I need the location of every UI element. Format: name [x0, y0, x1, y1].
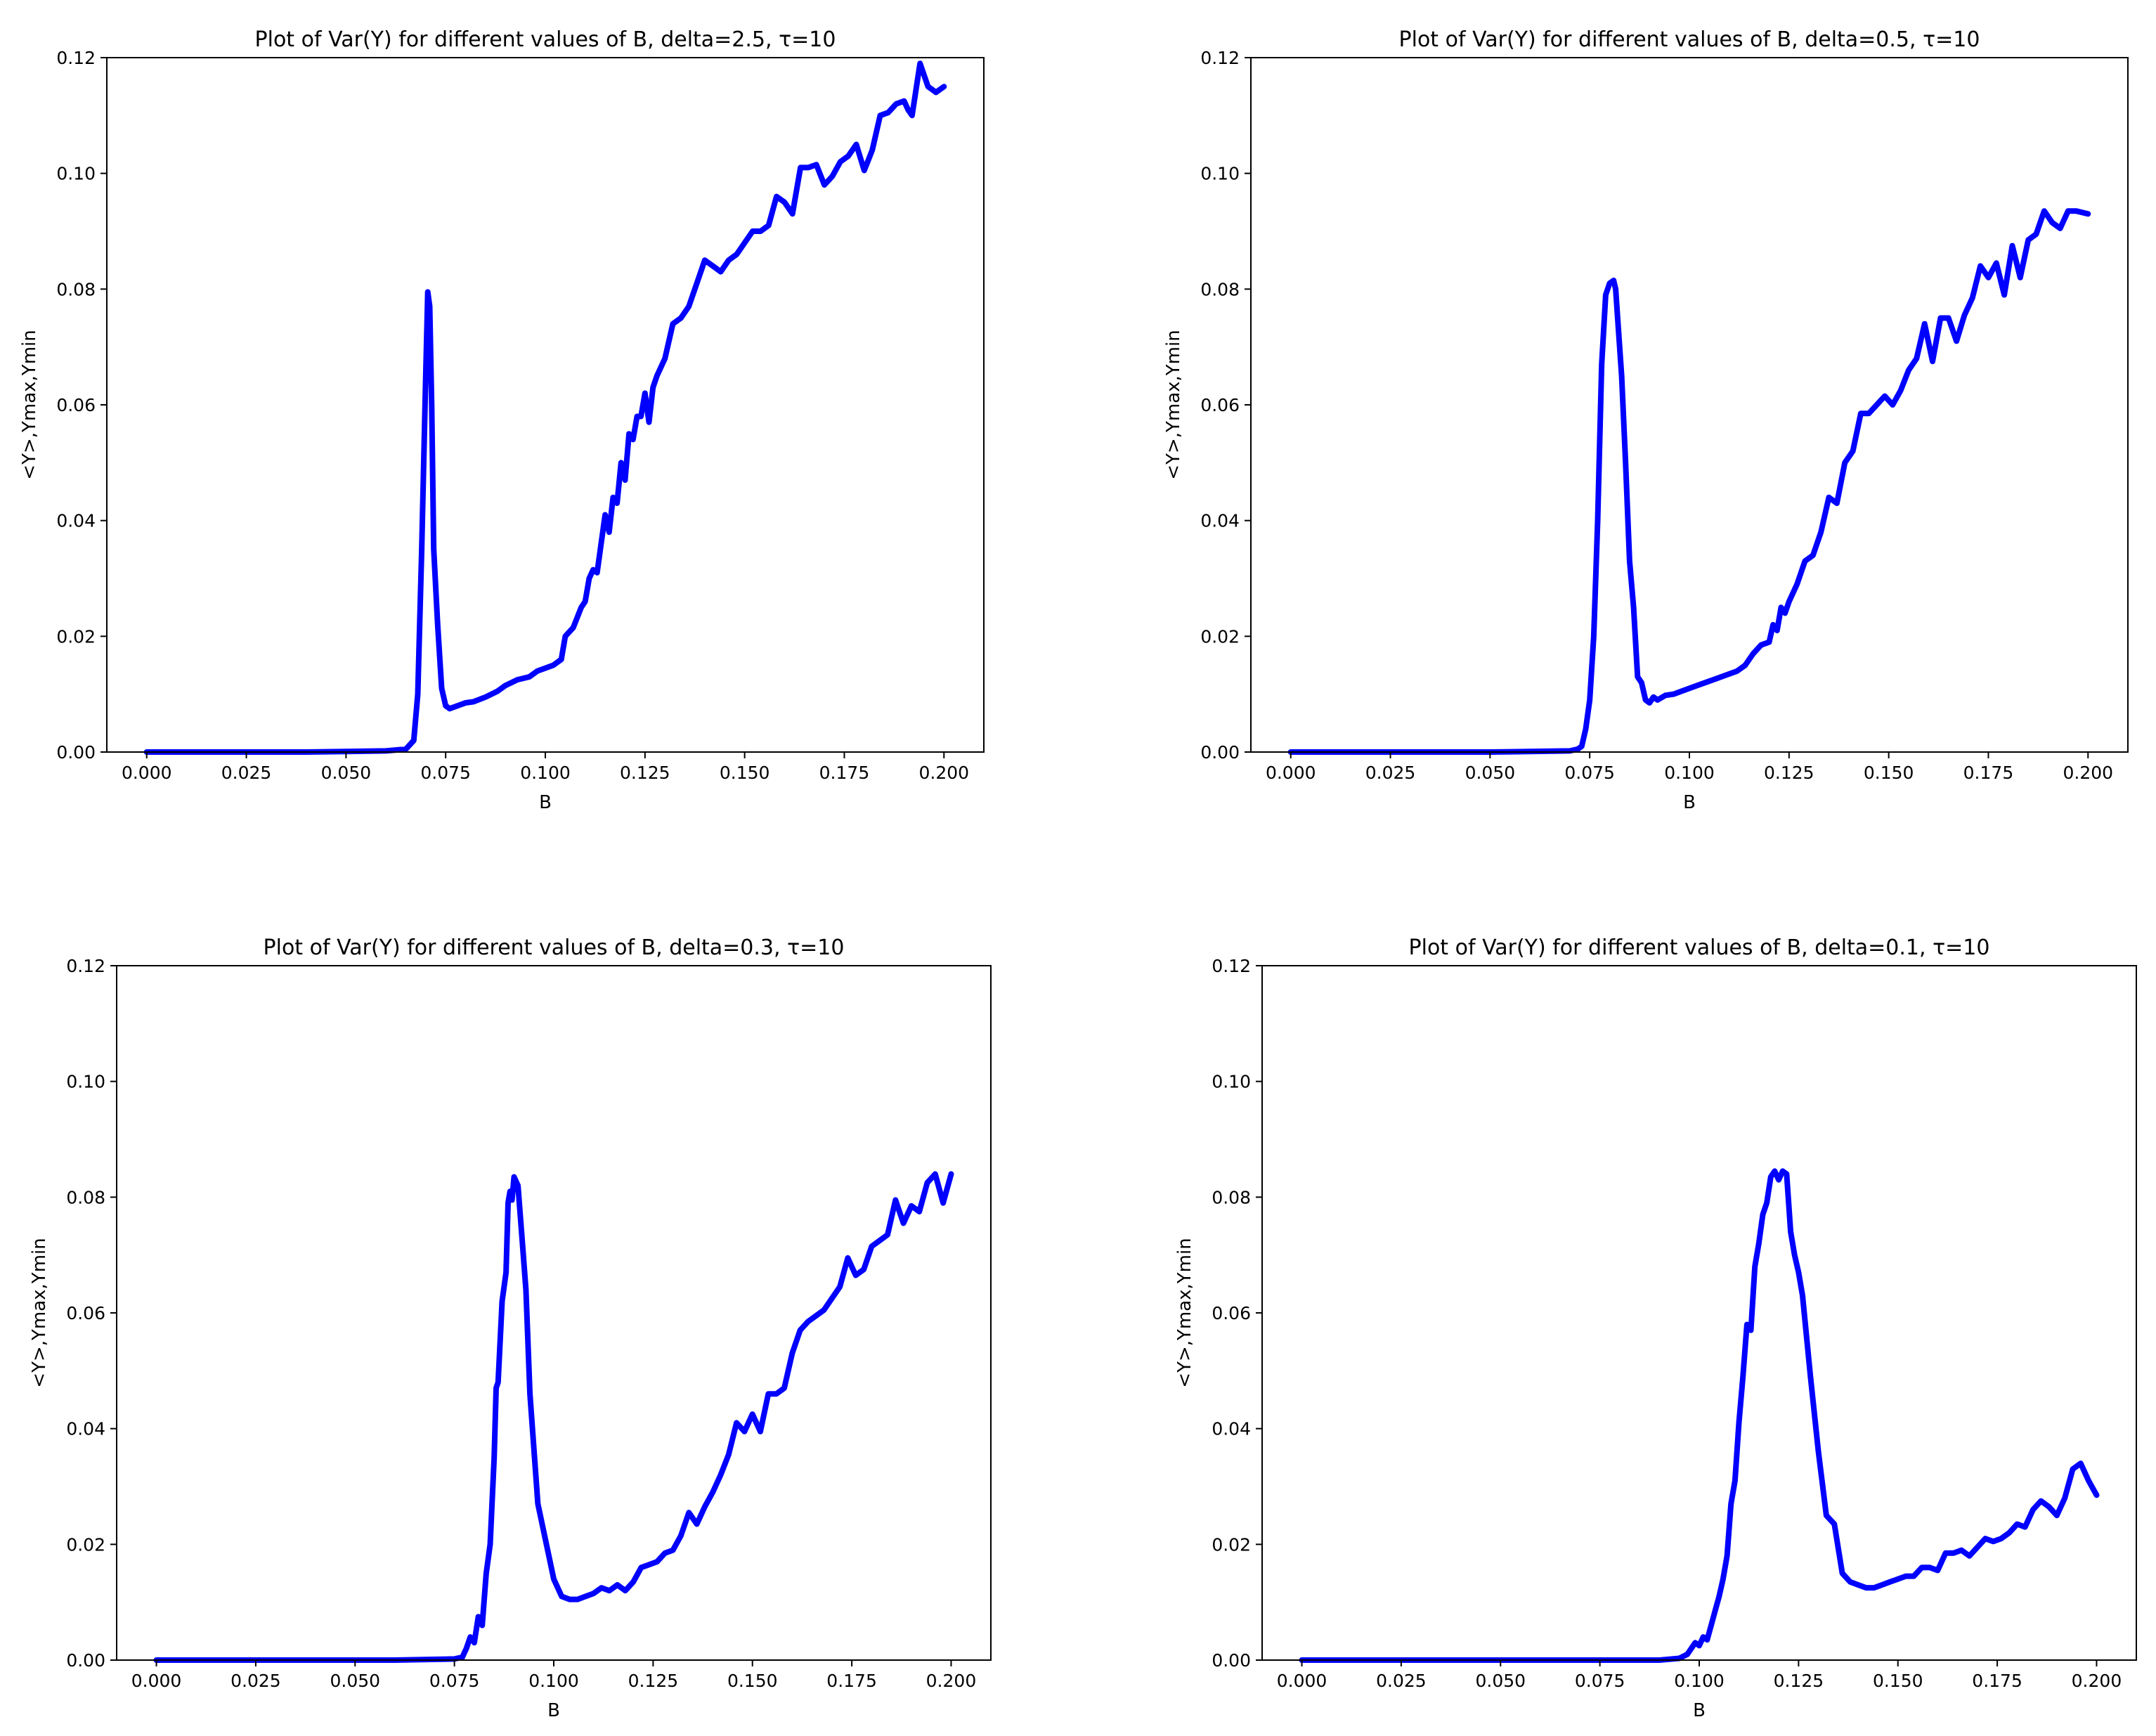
x-tick-label: 0.000: [1277, 1671, 1327, 1691]
x-tick-label: 0.175: [1972, 1671, 2022, 1691]
x-tick-label: 0.025: [230, 1671, 281, 1691]
y-axis-label: <Y>,Ymax,Ymin: [1174, 1238, 1195, 1387]
x-tick-label: 0.000: [122, 763, 172, 783]
y-tick-label: 0.10: [66, 1072, 105, 1092]
x-tick-label: 0.200: [2072, 1671, 2122, 1691]
plot-frame: [1250, 57, 2129, 753]
x-tick-label: 0.150: [727, 1671, 778, 1691]
y-tick-label: 0.02: [1200, 626, 1240, 647]
chart-panel-2: 0.000 0.025 0.050 0.075 0.100 0.125 0.150 0.175…: [1163, 27, 2129, 813]
x-axis-label: B: [547, 1700, 560, 1721]
plot-frame: [106, 57, 985, 753]
x-tick-label: 0.050: [1465, 763, 1516, 783]
y-tick-label: 0.04: [1200, 511, 1240, 531]
y-tick-label: 0.12: [66, 956, 105, 976]
x-tick-label: 0.050: [1475, 1671, 1526, 1691]
y-axis-label: <Y>,Ymax,Ymin: [1163, 330, 1184, 479]
x-tick-label: 0.100: [1664, 763, 1715, 783]
x-tick-label: 0.025: [1376, 1671, 1427, 1691]
y-tick-label: 0.00: [56, 742, 96, 763]
plot-frame: [116, 965, 992, 1661]
y-tick-label: 0.06: [56, 395, 96, 415]
y-tick-label: 0.02: [56, 626, 96, 647]
y-tick-label: 0.08: [1212, 1187, 1251, 1207]
x-tick-label: 0.100: [1674, 1671, 1725, 1691]
x-tick-label: 0.025: [1365, 763, 1416, 783]
x-tick-label: 0.050: [330, 1671, 380, 1691]
x-tick-label: 0.175: [819, 763, 870, 783]
x-axis-label: B: [1683, 792, 1696, 813]
x-tick-label: 0.150: [1864, 763, 1914, 783]
x-tick-label: 0.100: [528, 1671, 579, 1691]
y-axis-label: <Y>,Ymax,Ymin: [29, 1238, 50, 1387]
x-tick-label: 0.175: [1963, 763, 2014, 783]
x-tick-label: 0.100: [520, 763, 571, 783]
y-tick-label: 0.08: [66, 1187, 105, 1207]
x-tick-label: 0.075: [1575, 1671, 1625, 1691]
chart-panel-1: 0.000 0.025 0.050 0.075 0.100 0.125 0.150 0.175…: [19, 27, 985, 813]
x-tick-label: 0.125: [1774, 1671, 1824, 1691]
y-tick-label: 0.04: [56, 511, 96, 531]
y-tick-label: 0.04: [1212, 1419, 1251, 1439]
y-tick-label: 0.10: [56, 164, 96, 184]
y-tick-label: 0.12: [1200, 48, 1240, 68]
y-tick-label: 0.12: [1212, 956, 1251, 976]
chart-panel-4: 0.000 0.025 0.050 0.075 0.100 0.125 0.150 0.175…: [1174, 935, 2137, 1721]
chart-title: Plot of Var(Y) for different values of B…: [255, 27, 836, 52]
series-line: [1287, 208, 2091, 755]
series-line: [1299, 1168, 2100, 1663]
y-tick-label: 0.02: [66, 1534, 105, 1555]
y-tick-label: 0.06: [1212, 1303, 1251, 1323]
y-tick-label: 0.06: [1200, 395, 1240, 415]
x-tick-label: 0.125: [620, 763, 670, 783]
x-tick-label: 0.200: [926, 1671, 977, 1691]
x-tick-label: 0.000: [1266, 763, 1316, 783]
x-tick-label: 0.200: [918, 763, 969, 783]
chart-panel-3: 0.000 0.025 0.050 0.075 0.100 0.125 0.150 0.175…: [29, 935, 992, 1721]
y-tick-label: 0.12: [56, 48, 96, 68]
y-axis-label: <Y>,Ymax,Ymin: [19, 330, 40, 479]
chart-title: Plot of Var(Y) for different values of B…: [1399, 27, 1980, 52]
x-tick-label: 0.050: [321, 763, 372, 783]
y-tick-label: 0.10: [1200, 164, 1240, 184]
y-tick-label: 0.10: [1212, 1072, 1251, 1092]
y-tick-label: 0.02: [1212, 1534, 1251, 1555]
y-tick-label: 0.04: [66, 1419, 105, 1439]
x-axis-label: B: [539, 792, 552, 813]
plot-frame: [1261, 965, 2137, 1661]
x-tick-label: 0.150: [720, 763, 770, 783]
x-tick-label: 0.125: [1764, 763, 1814, 783]
y-tick-label: 0.00: [1212, 1650, 1251, 1671]
x-tick-label: 0.175: [826, 1671, 877, 1691]
y-tick-label: 0.00: [66, 1650, 105, 1671]
x-tick-label: 0.075: [429, 1671, 480, 1691]
y-tick-label: 0.08: [56, 279, 96, 299]
series-line: [153, 1171, 954, 1663]
x-tick-label: 0.025: [221, 763, 272, 783]
x-tick-label: 0.200: [2063, 763, 2113, 783]
x-tick-label: 0.000: [131, 1671, 182, 1691]
x-tick-label: 0.075: [1564, 763, 1615, 783]
series-line: [143, 60, 947, 755]
y-tick-label: 0.08: [1200, 279, 1240, 299]
chart-title: Plot of Var(Y) for different values of B…: [1409, 935, 1990, 960]
y-tick-label: 0.06: [66, 1303, 105, 1323]
x-tick-label: 0.125: [628, 1671, 679, 1691]
x-tick-label: 0.075: [420, 763, 471, 783]
chart-title: Plot of Var(Y) for different values of B…: [264, 935, 845, 960]
x-tick-label: 0.150: [1873, 1671, 1923, 1691]
x-axis-label: B: [1693, 1700, 1706, 1721]
y-tick-label: 0.00: [1200, 742, 1240, 763]
